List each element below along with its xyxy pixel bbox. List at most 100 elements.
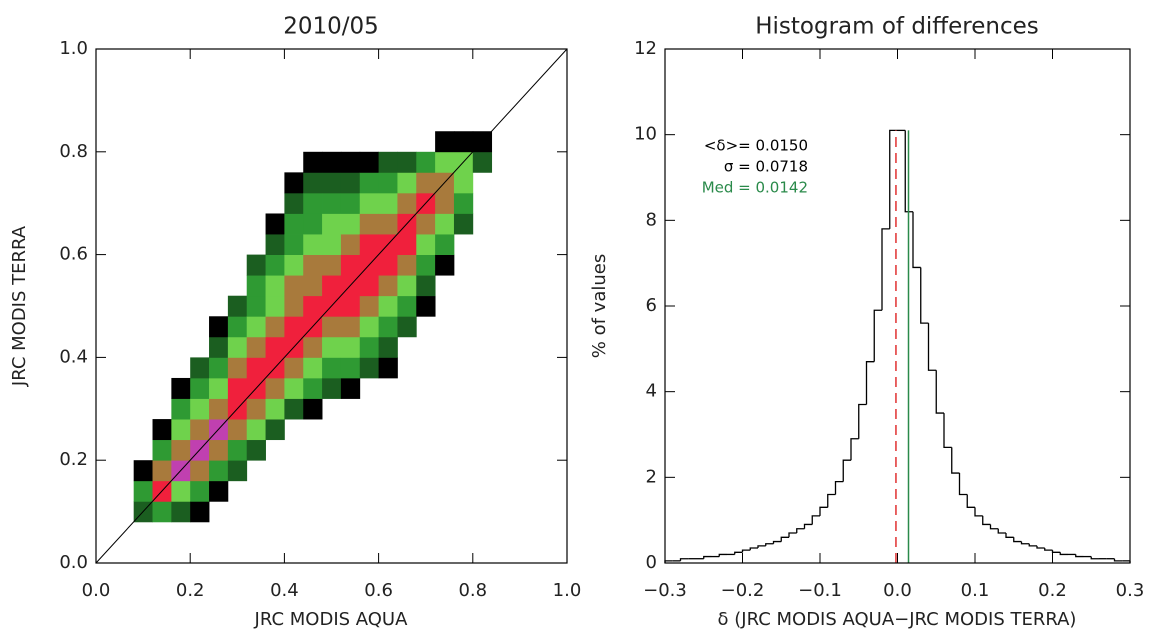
heat-cell: [284, 357, 304, 379]
heat-cell: [209, 480, 229, 502]
hist-step: [1036, 545, 1045, 549]
heat-cell: [378, 275, 398, 297]
y-tick-label: 6: [646, 295, 657, 316]
heat-cell: [378, 336, 398, 358]
heat-cell: [190, 480, 210, 502]
heat-cell: [190, 357, 210, 379]
heat-cell: [265, 419, 285, 441]
heat-cell: [209, 398, 229, 420]
heat-cell: [303, 234, 323, 255]
heat-cell: [190, 419, 210, 441]
stat-annotation: σ = 0.0718: [724, 158, 808, 176]
plot-frame: [664, 48, 1131, 564]
heat-cell: [359, 192, 379, 214]
y-tick-label: 0.6: [59, 244, 88, 265]
plot-frame: [95, 48, 568, 564]
heat-cell: [284, 377, 304, 399]
heat-cell: [397, 275, 417, 297]
hist-step: [1059, 552, 1068, 556]
heat-cell: [209, 336, 229, 358]
heat-cell: [246, 419, 266, 441]
heat-cell: [378, 316, 398, 338]
hist-step: [749, 547, 758, 551]
heat-cell: [246, 295, 266, 317]
heat-cell: [397, 295, 417, 317]
hist-step: [858, 403, 867, 439]
hist-step: [850, 438, 859, 461]
heat-cell: [340, 192, 361, 214]
heat-cell: [453, 172, 474, 194]
heat-cell: [303, 254, 323, 276]
hist-step: [889, 129, 898, 229]
heat-cell: [265, 295, 285, 317]
heat-cell: [359, 234, 379, 255]
stat-annotation: <δ>= 0.0150: [704, 137, 808, 155]
heat-cell: [340, 151, 361, 173]
heat-cell: [359, 275, 379, 297]
heat-cell: [133, 460, 153, 482]
heat-cell: [171, 377, 191, 399]
y-tick-label: 4: [646, 381, 657, 402]
heat-cell: [209, 439, 229, 461]
heat-cell: [152, 419, 172, 441]
diagonal-line: [95, 48, 568, 564]
hist-step: [904, 130, 913, 213]
heat-cell: [171, 398, 191, 420]
hist-step: [920, 267, 929, 324]
heat-cell: [416, 234, 436, 255]
heat-cell: [322, 254, 342, 276]
y-tick-label: 0: [646, 552, 657, 573]
heat-cell: [265, 213, 285, 235]
heat-cell: [435, 254, 455, 276]
heat-cell: [246, 316, 266, 338]
x-tick-label: 0.2: [1038, 580, 1067, 601]
heat-cell: [209, 460, 229, 482]
heat-cell: [265, 254, 285, 276]
x-tick-label: 0.0: [82, 580, 111, 601]
hist-step: [734, 551, 743, 555]
heat-cell: [435, 151, 455, 173]
heat-cell: [246, 336, 266, 358]
heat-cell: [416, 172, 436, 194]
x-tick-label: −0.1: [798, 580, 842, 601]
heat-cell: [303, 172, 323, 194]
heat-cell: [340, 357, 361, 379]
heat-cell: [340, 377, 361, 399]
heat-cell: [322, 192, 342, 214]
heat-cell: [303, 336, 323, 358]
heat-cell: [359, 213, 379, 235]
hist-step: [927, 323, 937, 371]
hist-step: [1020, 541, 1030, 545]
x-tick-label: 0.1: [961, 580, 990, 601]
x-tick-label: −0.3: [643, 580, 687, 601]
heat-cell: [322, 151, 342, 173]
heat-cell: [397, 192, 417, 214]
heat-cell: [416, 295, 436, 317]
heat-cell: [265, 398, 285, 420]
hist-step: [1044, 548, 1053, 551]
heat-cell: [227, 295, 248, 317]
x-axis-label: δ (JRC MODIS AQUA−JRC MODIS TERRA): [718, 609, 1077, 630]
heat-cell: [435, 192, 455, 214]
hist-step: [958, 473, 968, 496]
heat-cell: [472, 151, 493, 173]
heat-cell: [322, 213, 342, 235]
x-tick-label: 0.6: [364, 580, 393, 601]
heat-cell: [171, 501, 191, 523]
heat-cell: [303, 377, 323, 399]
heat-cell: [303, 357, 323, 379]
y-tick-label: 12: [634, 38, 657, 59]
heat-cell: [152, 439, 172, 461]
heat-cell: [322, 172, 342, 194]
hist-step: [912, 211, 921, 269]
hist-step: [873, 309, 882, 362]
heat-cell: [209, 316, 229, 338]
heat-cell: [284, 275, 304, 297]
heat-cell: [397, 254, 417, 276]
hist-step: [1090, 556, 1099, 560]
heat-cell: [378, 254, 398, 276]
heat-cell: [284, 398, 304, 420]
heat-cell: [227, 377, 248, 399]
heat-cell: [265, 336, 285, 358]
